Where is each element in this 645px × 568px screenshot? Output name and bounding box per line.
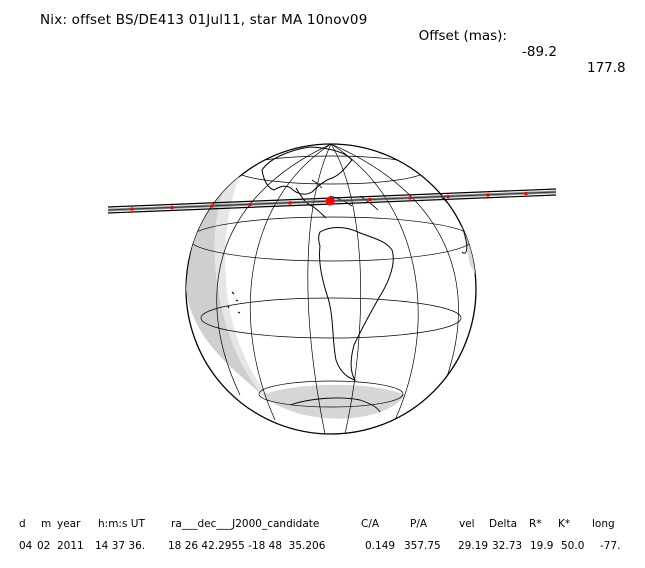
col-header-pa: P/A bbox=[410, 518, 428, 530]
col-header-m: m bbox=[41, 518, 52, 530]
polar-cap bbox=[262, 384, 405, 419]
cell-kstar: 50.0 bbox=[561, 540, 585, 552]
plot-title: Nix: offset BS/DE413 01Jul11, star MA 10… bbox=[40, 12, 368, 28]
cell-m: 02 bbox=[37, 540, 51, 552]
cell-year: 2011 bbox=[57, 540, 84, 552]
cell-delta: 32.73 bbox=[492, 540, 523, 552]
cell-long: -77. bbox=[600, 540, 621, 552]
col-header-kstar: K* bbox=[558, 518, 571, 530]
center-point bbox=[325, 196, 335, 206]
col-header-long: long bbox=[592, 518, 615, 530]
col-header-ca: C/A bbox=[361, 518, 380, 530]
cell-ca: 0.149 bbox=[365, 540, 396, 552]
track-time-marks bbox=[130, 191, 528, 211]
cell-pa: 357.75 bbox=[404, 540, 441, 552]
offset-readout: Offset (mas): -89.2 177.8 bbox=[410, 12, 626, 76]
col-header-year: year bbox=[57, 518, 81, 530]
col-header-time: h:m:s UT bbox=[98, 518, 145, 530]
cell-time: 14 37 36. bbox=[95, 540, 146, 552]
col-header-vel: vel bbox=[459, 518, 475, 530]
offset-label: Offset (mas): bbox=[418, 28, 507, 44]
col-header-coords: ra___dec___J2000_candidate bbox=[171, 518, 320, 530]
twilight-band bbox=[214, 170, 270, 400]
cell-d: 04 bbox=[19, 540, 33, 552]
col-header-delta: Delta bbox=[489, 518, 518, 530]
cell-rstar: 19.9 bbox=[530, 540, 554, 552]
col-header-rstar: R* bbox=[529, 518, 542, 530]
event-table: d m year h:m:s UT ra___dec___J2000_candi… bbox=[0, 513, 645, 563]
col-header-d: d bbox=[19, 518, 26, 530]
offset-ra-value: -89.2 bbox=[522, 44, 557, 60]
offset-dec-value: 177.8 bbox=[587, 60, 626, 76]
night-shadow bbox=[186, 170, 262, 395]
cell-coords: 18 26 42.2955 -18 48 35.206 bbox=[168, 540, 326, 552]
cell-vel: 29.19 bbox=[458, 540, 489, 552]
